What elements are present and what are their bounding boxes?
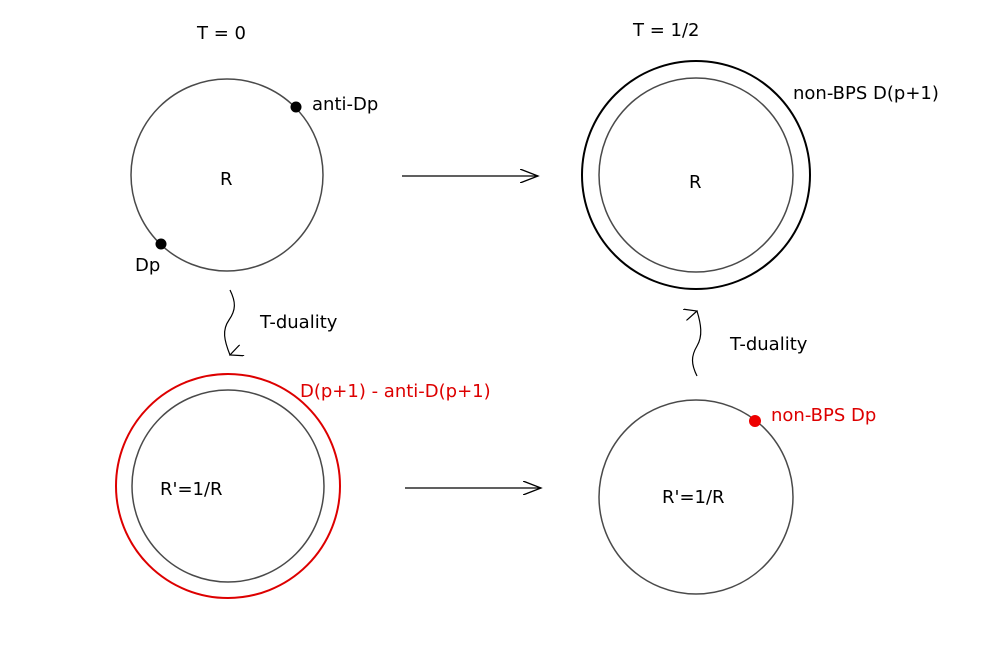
circle-r [130, 78, 324, 272]
non-bps-brane-circle [581, 60, 811, 290]
anti-dp-label: anti-Dp [312, 94, 378, 115]
r-prime-label: R'=1/R [160, 479, 223, 500]
t-duality-arrow-up [693, 311, 702, 377]
dp-point [155, 238, 167, 250]
radius-label: R [220, 169, 233, 190]
title-t-zero: T = 0 [196, 23, 246, 44]
d-anti-d-brane-circle [115, 373, 341, 599]
d-anti-d-label: D(p+1) - anti-D(p+1) [300, 381, 491, 402]
non-bps-dp-point [749, 415, 761, 427]
radius-label: R [689, 172, 702, 193]
title-t-half: T = 1/2 [632, 20, 700, 41]
circle-r-prime [598, 399, 794, 595]
t-duality-arrow-down [224, 289, 235, 355]
t-duality-label-left: T-duality [259, 312, 338, 333]
anti-dp-point [290, 101, 302, 113]
r-prime-label: R'=1/R [662, 487, 725, 508]
circle-r-prime [131, 389, 325, 583]
dp-label: Dp [135, 255, 160, 276]
circle-r [598, 77, 794, 273]
non-bps-dp-label: non-BPS Dp [771, 405, 876, 426]
non-bps-dp1-label: non-BPS D(p+1) [793, 83, 939, 104]
t-duality-label-right: T-duality [729, 334, 808, 355]
